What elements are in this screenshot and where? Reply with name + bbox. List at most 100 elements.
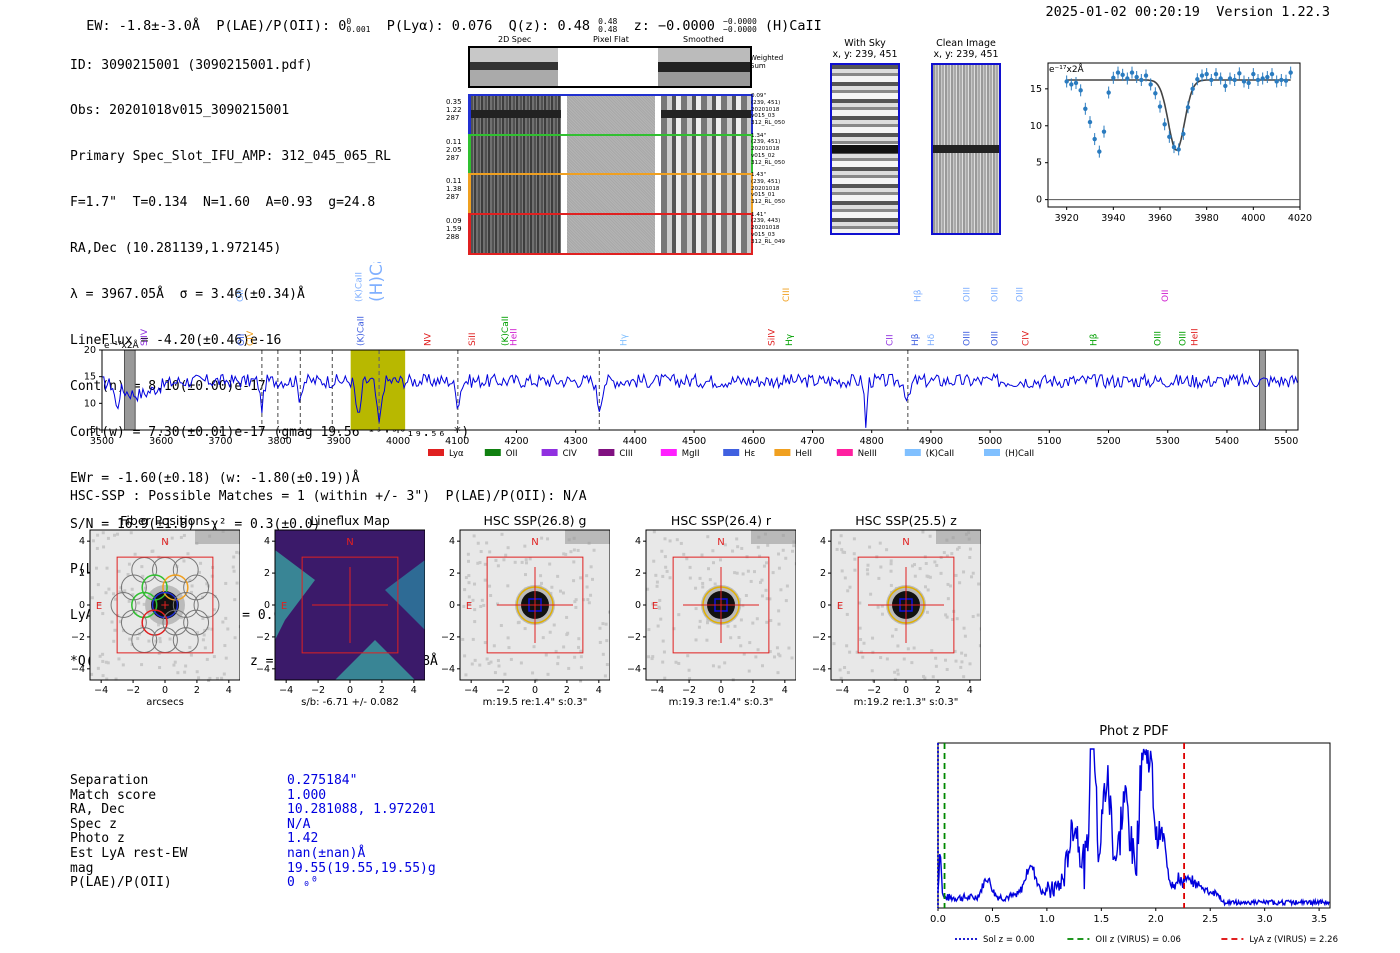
noise-pixel bbox=[760, 594, 764, 598]
noise-pixel bbox=[539, 581, 543, 585]
noise-pixel bbox=[733, 624, 737, 628]
noise-pixel bbox=[885, 657, 889, 661]
hsc-thumbnail[interactable]: N E −4 −2 0 2 4 4 2 0 −2 −4 bbox=[801, 528, 981, 703]
data-point bbox=[1227, 76, 1233, 81]
y-tick-label: 0 bbox=[449, 600, 455, 611]
noise-pixel bbox=[921, 530, 925, 534]
cutout-stat: 1.59 bbox=[446, 224, 462, 233]
noise-pixel bbox=[598, 626, 602, 630]
match-row: Match score 1.000 bbox=[70, 787, 327, 803]
noise-pixel bbox=[765, 561, 769, 565]
noise-pixel bbox=[463, 588, 467, 592]
plae-bounds: 0 0.001 bbox=[346, 17, 371, 34]
z-bounds: −0.0000 −0.0000 bbox=[723, 17, 757, 34]
legend-label: (K)CaII bbox=[926, 449, 954, 459]
cutout-row[interactable] bbox=[468, 212, 753, 255]
noise-pixel bbox=[203, 646, 207, 650]
line-id-label: CIII bbox=[782, 288, 792, 302]
data-point bbox=[1115, 70, 1121, 75]
hsc-thumbnail[interactable]: N E −4 −2 0 2 4 4 2 0 −2 −4 bbox=[616, 528, 796, 703]
cutout-meta: 312_RL_050 bbox=[751, 199, 785, 206]
legend-label: OII bbox=[506, 449, 518, 459]
lineflux-blob bbox=[385, 560, 425, 630]
noise-pixel bbox=[467, 559, 471, 563]
noise-pixel bbox=[706, 535, 710, 539]
noise-pixel bbox=[781, 548, 785, 552]
noise-pixel bbox=[832, 642, 836, 646]
noise-pixel bbox=[96, 533, 100, 537]
noise-pixel bbox=[711, 561, 715, 565]
cutout-row[interactable] bbox=[468, 133, 753, 176]
data-point bbox=[1129, 70, 1135, 75]
noise-pixel bbox=[717, 665, 721, 669]
y-tick-label: 4 bbox=[635, 536, 641, 547]
noise-pixel bbox=[896, 668, 900, 672]
match-row: mag 19.55(19.55,19.55)g bbox=[70, 860, 436, 876]
noise-pixel bbox=[238, 551, 240, 555]
x-tick-label: −4 bbox=[94, 685, 108, 696]
cutout-row[interactable] bbox=[468, 94, 753, 136]
noise-pixel bbox=[956, 547, 960, 551]
noise-pixel bbox=[496, 564, 500, 568]
noise-pixel bbox=[761, 664, 765, 668]
noise-pixel bbox=[688, 565, 692, 569]
cutout-row[interactable] bbox=[468, 173, 753, 215]
noise-pixel bbox=[852, 552, 856, 556]
noise-pixel bbox=[569, 550, 573, 554]
noise-pixel bbox=[910, 661, 914, 665]
x-tick-label: 4000 bbox=[1241, 213, 1265, 224]
info-line: ID: 3090215001 (3090215001.pdf) bbox=[70, 57, 313, 73]
noise-pixel bbox=[719, 558, 723, 562]
image-corner-shade bbox=[936, 530, 981, 544]
noise-pixel bbox=[489, 660, 493, 664]
cutout-headers: 2D Spec Pixel Flat Smoothed bbox=[468, 35, 750, 45]
noise-pixel bbox=[573, 655, 577, 659]
noise-pixel bbox=[233, 636, 237, 640]
cutout-right-meta: 1.34" (239, 451) 20201018 v015_02 312_RL_050 bbox=[751, 133, 785, 167]
with-sky-image[interactable] bbox=[830, 63, 900, 235]
noise-pixel bbox=[688, 677, 692, 681]
cutout-meta: 20201018 bbox=[751, 146, 780, 153]
noise-pixel bbox=[708, 578, 712, 582]
noise-pixel bbox=[195, 670, 199, 674]
clean-image[interactable] bbox=[931, 63, 1001, 235]
x-tick-label: −4 bbox=[650, 685, 664, 696]
photz-pdf-chart: 0.0 0.5 1.0 1.5 2.0 2.5 3.0 3.5 Sol z = 0.00 OII … bbox=[930, 742, 1338, 945]
noise-pixel bbox=[845, 644, 849, 648]
weighted-sum-cutout[interactable] bbox=[468, 46, 752, 88]
thumb-caption: m:19.2 re:1.3" s:0.3" bbox=[853, 697, 959, 708]
hsc-thumbnail[interactable]: N E −4 −2 0 2 4 4 2 0 −2 −4 bbox=[245, 528, 425, 703]
x-tick-label: 3960 bbox=[1148, 213, 1172, 224]
plya-value: P(Lyα): 0.076 bbox=[386, 18, 493, 34]
col-header-pixelflat: Pixel Flat bbox=[593, 35, 629, 44]
noise-pixel bbox=[871, 650, 875, 654]
noise-pixel bbox=[565, 633, 569, 637]
x-tick-label: −2 bbox=[867, 685, 881, 696]
noise-pixel bbox=[506, 584, 510, 588]
noise-pixel bbox=[504, 553, 508, 557]
x-tick-label: 4 bbox=[411, 685, 417, 696]
y-tick-label: −2 bbox=[71, 632, 85, 643]
compass-east: E bbox=[837, 601, 843, 612]
noise-pixel bbox=[118, 620, 122, 624]
noise-pixel bbox=[208, 676, 212, 680]
noise-pixel bbox=[650, 657, 654, 661]
noise-pixel bbox=[488, 584, 492, 588]
x-tick-label: 3800 bbox=[268, 436, 292, 447]
noise-pixel bbox=[674, 660, 678, 664]
x-tick-label: 2.0 bbox=[1148, 914, 1164, 925]
hsc-thumbnail[interactable]: N E −4 −2 0 2 4 4 2 0 −2 −4 bbox=[430, 528, 610, 703]
clean-image-title: Clean Image x, y: 239, 451 bbox=[933, 38, 999, 60]
fiber-circle bbox=[120, 574, 147, 601]
noise-pixel bbox=[179, 535, 183, 539]
noise-pixel bbox=[168, 637, 172, 641]
hsc-thumbnail[interactable]: + N E −4 −2 0 2 4 4 2 0 −2 −4 bbox=[60, 528, 240, 703]
cutout-left-stats: 0.11 2.05 287 bbox=[446, 138, 466, 162]
x-tick-label: 2 bbox=[935, 685, 941, 696]
noise-pixel bbox=[756, 648, 760, 652]
masked-band bbox=[1259, 349, 1266, 431]
noise-pixel bbox=[556, 574, 560, 578]
x-tick-label: 4 bbox=[226, 685, 232, 696]
legend-swatch bbox=[774, 449, 791, 456]
noise-pixel bbox=[838, 668, 842, 672]
